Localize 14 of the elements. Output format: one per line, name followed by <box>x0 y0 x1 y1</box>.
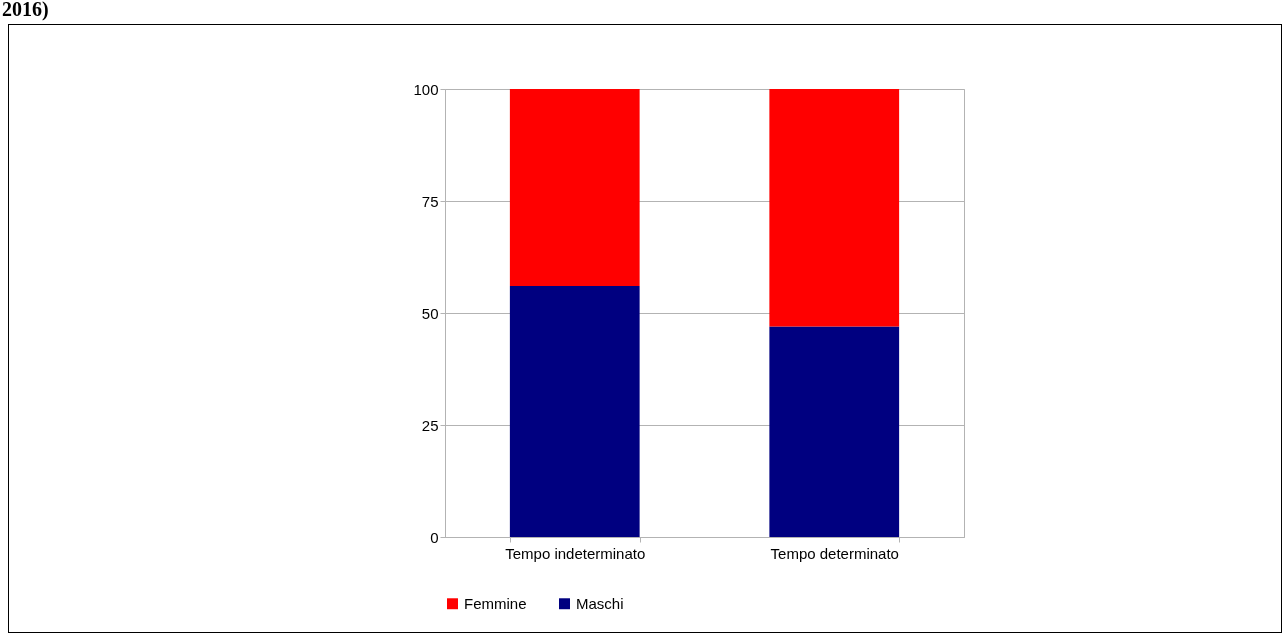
y-tick-label: 50 <box>421 304 439 322</box>
y-tick-label: 75 <box>421 192 439 210</box>
text: 2016) <box>2 0 51 20</box>
y-tick-label: 0 <box>430 528 439 546</box>
bar <box>769 326 900 537</box>
bar <box>509 89 640 287</box>
x-tick-label: Tempo determinato <box>770 544 899 562</box>
bar <box>769 89 900 327</box>
legend-label: Femmine <box>464 594 527 612</box>
y-tick-label: 100 <box>413 80 439 98</box>
x-tick-label: Tempo indeterminato <box>505 544 646 562</box>
legend-label: Maschi <box>576 594 624 612</box>
bar <box>509 286 640 537</box>
y-tick-label: 25 <box>421 416 439 434</box>
